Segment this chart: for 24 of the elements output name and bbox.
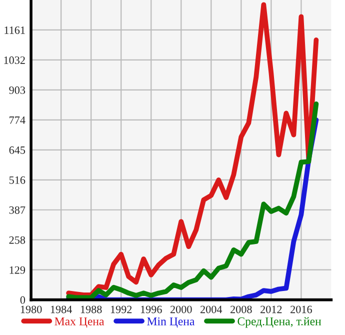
y-tick-label: 387 [9,206,26,214]
x-tick-label: 2016 [290,306,312,314]
x-tick-label: 1988 [80,306,102,314]
legend-label: Max Цена [54,317,104,328]
x-tick-label: 2000 [170,306,192,314]
y-tick-label: 516 [9,176,26,184]
y-tick-label: 903 [9,86,26,94]
y-tick-label: 1161 [4,26,25,34]
x-tick-label: 1984 [50,306,72,314]
line-series [66,2,319,298]
y-tick-label: 774 [10,116,26,124]
x-tick-label: 1996 [140,306,162,314]
y-tick-label: 129 [10,266,26,274]
x-tick-label: 1980 [20,306,42,314]
y-tick-label: 1032 [4,56,25,64]
legend-label: Min Цена [147,317,195,328]
x-tick-label: 2012 [260,306,282,314]
x-tick-label: 2008 [230,306,252,314]
legend-label: Сред.Цена, т.йен [238,317,322,328]
y-tick-label: 258 [9,236,26,244]
x-tick-label: 2004 [200,306,222,314]
x-tick-label: 1992 [110,306,132,314]
y-tick-label: 645 [9,146,26,154]
y-tick-label: 0 [20,296,26,304]
